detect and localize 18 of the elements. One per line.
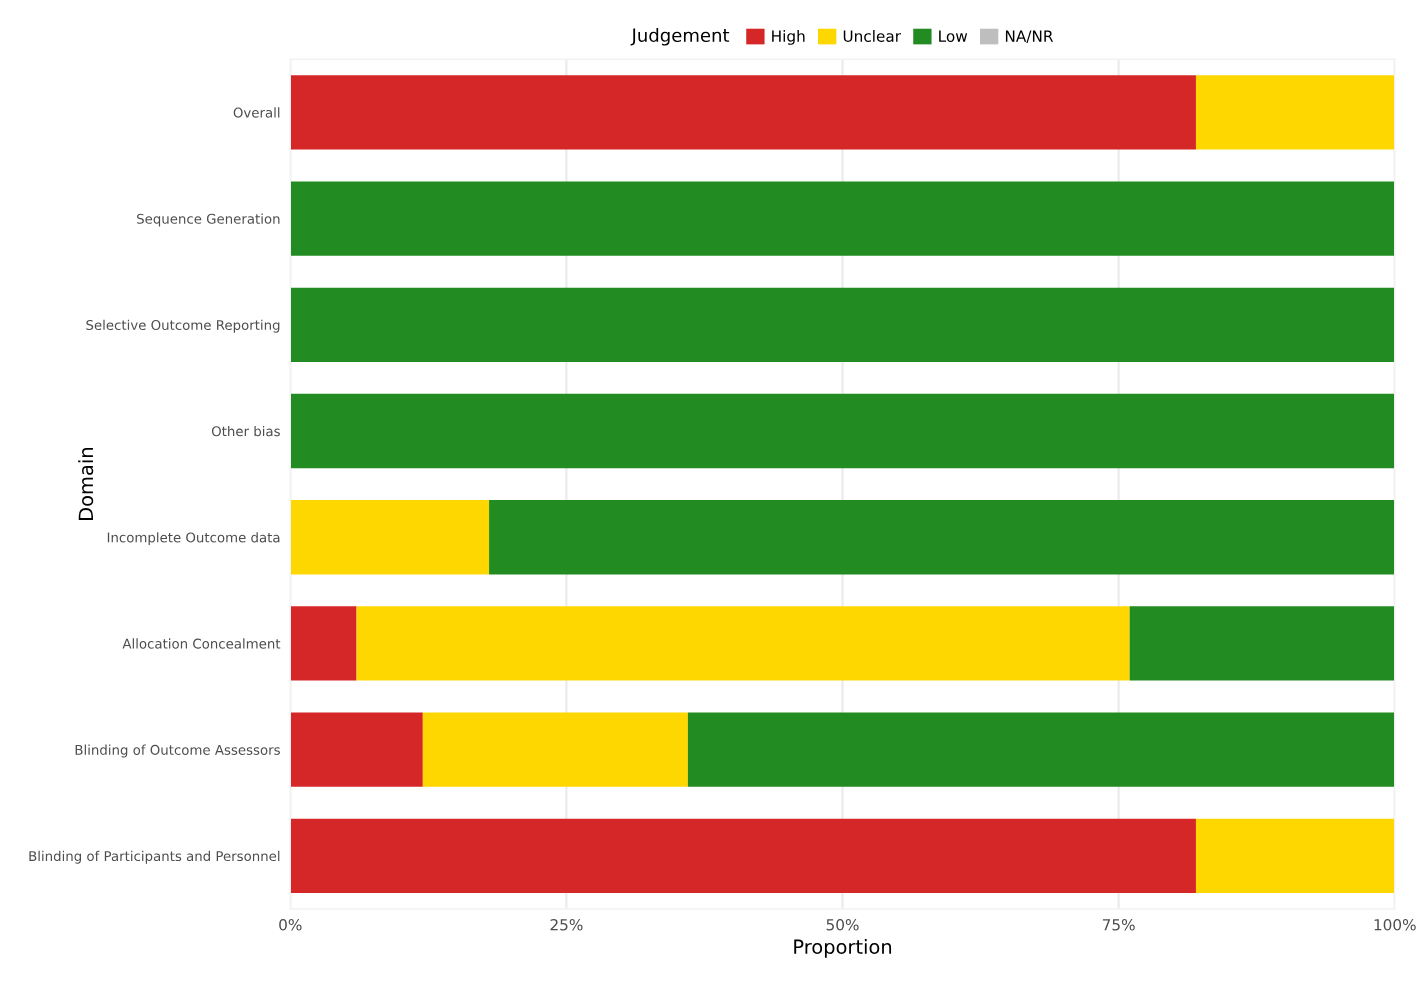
legend-title: Judgement bbox=[630, 28, 730, 46]
bar bbox=[290, 181, 1395, 256]
bar bbox=[422, 712, 688, 787]
bar bbox=[290, 500, 490, 575]
x-axis-title: Proportion bbox=[794, 939, 892, 958]
bar bbox=[687, 712, 1395, 787]
bar bbox=[356, 606, 1130, 681]
bar bbox=[1129, 606, 1395, 681]
bar bbox=[290, 712, 423, 787]
bar bbox=[489, 500, 1395, 575]
bar bbox=[1195, 818, 1395, 894]
bar bbox=[290, 606, 357, 681]
bar bbox=[290, 818, 1196, 894]
bar bbox=[290, 287, 1395, 362]
bar bbox=[290, 393, 1395, 469]
y-axis-title: Domain bbox=[78, 448, 94, 520]
bar bbox=[1195, 75, 1395, 150]
bar bbox=[290, 75, 1196, 150]
